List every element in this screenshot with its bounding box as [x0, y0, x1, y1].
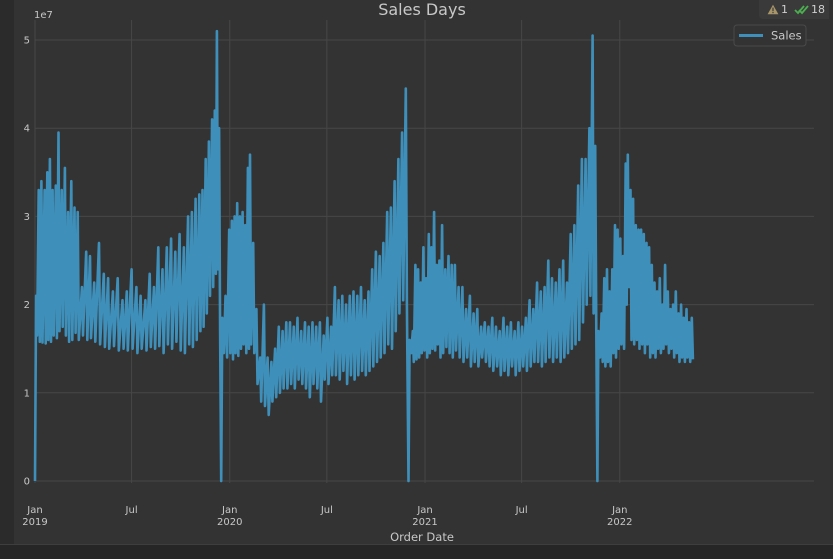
- y-tick-label: 3: [24, 212, 30, 223]
- series-layer: [33, 29, 695, 483]
- warning-count: 1: [781, 3, 788, 16]
- double-check-icon: [794, 5, 809, 15]
- x-tick-label: Jan: [221, 505, 237, 516]
- y-tick-label: 5: [24, 36, 30, 47]
- y-tick-label: 0: [24, 477, 30, 488]
- x-tick-label: Jul: [320, 505, 333, 516]
- legend[interactable]: Sales: [733, 24, 807, 47]
- y-tick-label: 4: [24, 124, 30, 135]
- x-tick-sublabel: 2021: [412, 517, 437, 528]
- x-tick-sublabel: 2020: [217, 517, 242, 528]
- x-tick-label: Jan: [416, 505, 432, 516]
- x-tick-label: Jul: [515, 505, 528, 516]
- y-tick-label: 1: [24, 388, 30, 399]
- x-tick-label: Jan: [611, 505, 627, 516]
- check-count: 18: [811, 3, 825, 16]
- sales-series-line: [33, 29, 695, 483]
- warning-triangle-icon: [767, 4, 779, 15]
- y-tick-label: 2: [24, 300, 30, 311]
- y-scale-label: 1e7: [34, 10, 53, 21]
- x-tick-label: Jan: [26, 505, 42, 516]
- legend-label-sales: Sales: [771, 29, 802, 43]
- x-tick-label: Jul: [125, 505, 138, 516]
- chart-title: Sales Days: [378, 0, 466, 19]
- legend-box: [733, 24, 807, 47]
- status-badges: 1 18: [759, 0, 829, 19]
- x-tick-sublabel: 2019: [22, 517, 47, 528]
- check-badge[interactable]: 18: [794, 3, 825, 16]
- bottom-scroll-strip: [0, 544, 833, 559]
- x-tick-sublabel: 2022: [607, 517, 632, 528]
- warning-badge[interactable]: 1: [767, 3, 788, 16]
- x-axis-label: Order Date: [390, 530, 454, 544]
